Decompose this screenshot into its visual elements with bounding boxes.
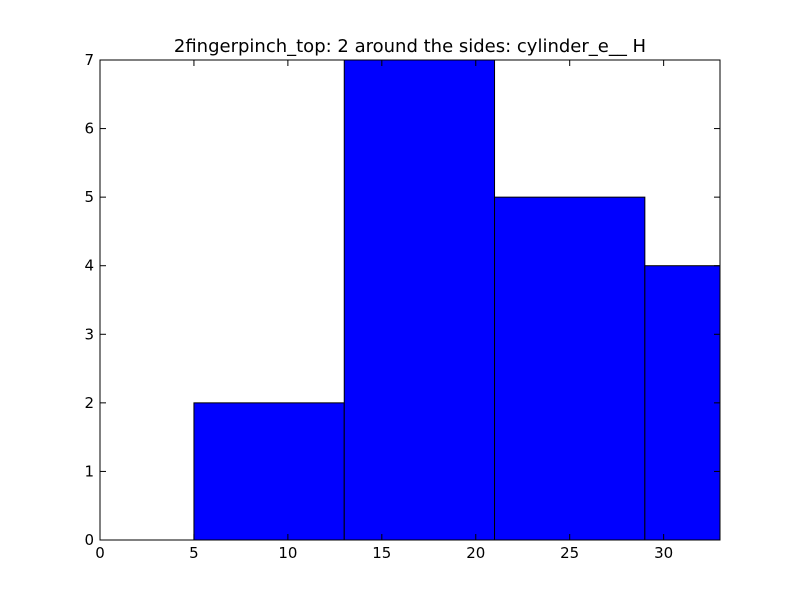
- y-tick-label-0: 0: [84, 531, 94, 549]
- histogram-bar-2: [343, 59, 496, 541]
- chart-title: 2fingerpinch_top: 2 around the sides: cy…: [174, 36, 646, 57]
- histogram-bar-4: [644, 265, 721, 541]
- y-tick-label-7: 7: [84, 51, 94, 69]
- y-tick-label-2: 2: [84, 394, 94, 412]
- x-tick-label-4: 20: [466, 544, 485, 562]
- tick-labels-group: 0 5 10 15 20 25 30 0 1 2 3 4 5 6 7: [84, 51, 673, 562]
- y-tick-label-3: 3: [84, 325, 94, 343]
- y-tick-label-1: 1: [84, 462, 94, 480]
- x-tick-label-1: 5: [189, 544, 199, 562]
- histogram-bar-3: [494, 196, 646, 541]
- plot-area-frame: [99, 59, 721, 541]
- y-tick-label-4: 4: [84, 257, 94, 275]
- y-tick-label-5: 5: [84, 188, 94, 206]
- x-tick-label-6: 30: [654, 544, 673, 562]
- histogram-bar-1: [193, 402, 345, 541]
- y-tick-label-6: 6: [84, 120, 94, 138]
- x-tick-label-2: 10: [278, 544, 297, 562]
- x-tick-label-5: 25: [560, 544, 579, 562]
- bars-group: [193, 59, 721, 541]
- x-tick-label-0: 0: [95, 544, 105, 562]
- x-tick-label-3: 15: [372, 544, 391, 562]
